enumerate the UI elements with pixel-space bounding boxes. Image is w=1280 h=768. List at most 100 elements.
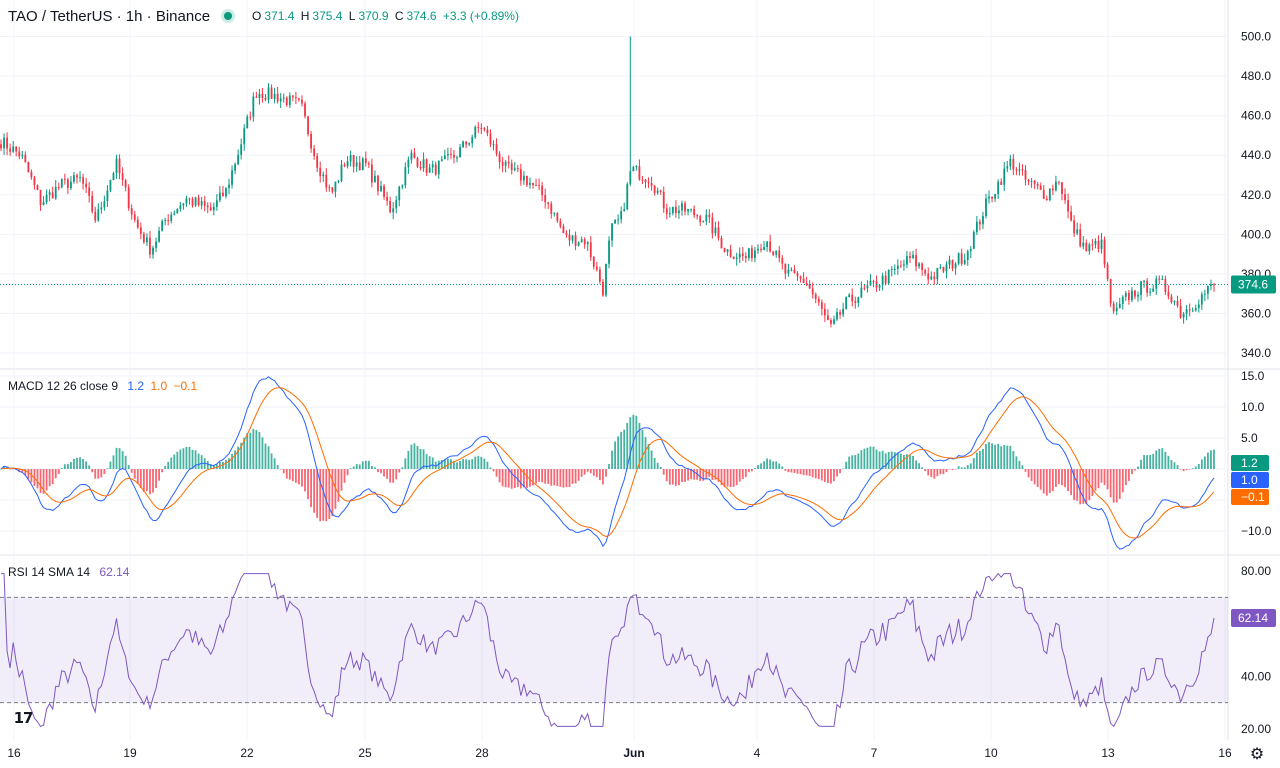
candle[interactable]	[1067, 193, 1069, 219]
candle[interactable]	[1134, 289, 1136, 300]
candle[interactable]	[33, 175, 36, 190]
candle[interactable]	[732, 256, 735, 260]
candle[interactable]	[1167, 285, 1170, 300]
candle[interactable]	[325, 167, 328, 192]
candle[interactable]	[723, 247, 726, 253]
candle[interactable]	[942, 266, 945, 274]
candle[interactable]	[322, 171, 325, 182]
candle[interactable]	[1140, 280, 1142, 301]
candle[interactable]	[48, 189, 51, 202]
candle[interactable]	[738, 247, 741, 264]
candle[interactable]	[70, 176, 72, 191]
candle[interactable]	[793, 265, 796, 274]
last-price-badge[interactable]	[1231, 275, 1276, 294]
candle[interactable]	[848, 293, 851, 298]
candle[interactable]	[945, 261, 948, 279]
candle[interactable]	[678, 205, 680, 219]
candle[interactable]	[331, 187, 334, 194]
candle[interactable]	[854, 296, 857, 309]
candle[interactable]	[826, 309, 829, 321]
candle[interactable]	[203, 195, 206, 212]
candle[interactable]	[969, 246, 972, 259]
candle[interactable]	[395, 195, 398, 214]
candle[interactable]	[568, 229, 571, 247]
candle[interactable]	[279, 93, 282, 108]
candle[interactable]	[930, 271, 933, 281]
candle[interactable]	[717, 221, 720, 241]
candle[interactable]	[592, 255, 595, 270]
macd-legend[interactable]: MACD 12 26 close 9 1.2 1.0 −0.1	[8, 379, 197, 393]
candle[interactable]	[1112, 301, 1115, 314]
candle[interactable]	[42, 196, 45, 206]
candle[interactable]	[574, 231, 577, 251]
candle[interactable]	[282, 93, 285, 103]
candle[interactable]	[249, 111, 252, 121]
candle[interactable]	[73, 171, 75, 184]
candle[interactable]	[346, 156, 349, 169]
candle[interactable]	[1197, 299, 1200, 313]
candle[interactable]	[258, 88, 261, 105]
candle[interactable]	[1061, 182, 1063, 201]
candle[interactable]	[924, 268, 927, 277]
candle[interactable]	[668, 207, 671, 218]
candle[interactable]	[313, 144, 316, 160]
candle[interactable]	[1176, 295, 1179, 308]
candle[interactable]	[507, 155, 510, 169]
candle[interactable]	[659, 189, 662, 195]
candle[interactable]	[237, 149, 240, 166]
candle[interactable]	[1021, 164, 1024, 176]
candle[interactable]	[516, 164, 519, 173]
candle[interactable]	[54, 180, 57, 200]
candle[interactable]	[218, 186, 221, 203]
candle[interactable]	[562, 223, 565, 234]
candle[interactable]	[872, 279, 875, 288]
candle[interactable]	[626, 182, 629, 211]
candle[interactable]	[440, 156, 443, 162]
candle[interactable]	[273, 87, 276, 104]
candle[interactable]	[860, 281, 863, 299]
candle[interactable]	[130, 204, 133, 220]
candle[interactable]	[1149, 288, 1152, 296]
candle[interactable]	[802, 272, 805, 284]
candle[interactable]	[644, 178, 647, 189]
macd-line[interactable]	[0, 376, 1215, 550]
candle[interactable]	[1039, 182, 1042, 190]
candle[interactable]	[975, 216, 978, 235]
candle[interactable]	[188, 197, 191, 205]
candle[interactable]	[133, 210, 136, 223]
candle[interactable]	[991, 196, 993, 203]
candle[interactable]	[310, 130, 313, 153]
rsi-line[interactable]	[1, 572, 1215, 728]
candle[interactable]	[884, 271, 887, 286]
candle[interactable]	[361, 157, 364, 171]
candle[interactable]	[906, 251, 908, 268]
candle[interactable]	[656, 187, 659, 195]
candle[interactable]	[553, 212, 556, 217]
candle[interactable]	[255, 91, 258, 99]
candle[interactable]	[760, 243, 762, 253]
candle[interactable]	[410, 149, 413, 164]
candle[interactable]	[483, 126, 486, 132]
candle[interactable]	[191, 196, 194, 208]
candle[interactable]	[146, 233, 148, 247]
candle[interactable]	[836, 308, 838, 322]
candle[interactable]	[453, 150, 455, 164]
candle[interactable]	[1055, 175, 1057, 192]
candle[interactable]	[726, 249, 729, 256]
candle[interactable]	[1024, 165, 1027, 186]
candle[interactable]	[1088, 242, 1091, 255]
candle[interactable]	[611, 223, 613, 248]
rsi-pane[interactable]	[0, 572, 1228, 728]
candle[interactable]	[510, 159, 513, 175]
candle[interactable]	[270, 84, 273, 100]
candle[interactable]	[1161, 275, 1164, 280]
candle[interactable]	[936, 267, 939, 285]
candle[interactable]	[1137, 291, 1139, 302]
candle[interactable]	[97, 203, 100, 222]
candle[interactable]	[684, 200, 686, 216]
candle[interactable]	[459, 143, 461, 158]
tradingview-logo-icon[interactable]: 17	[13, 709, 34, 727]
candle[interactable]	[51, 186, 54, 199]
candle[interactable]	[142, 231, 145, 244]
candle[interactable]	[799, 275, 802, 283]
